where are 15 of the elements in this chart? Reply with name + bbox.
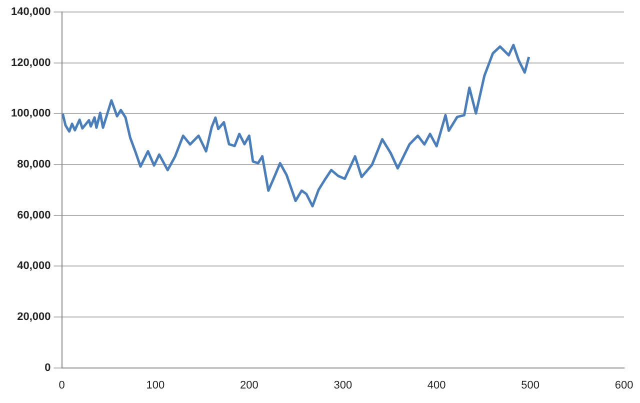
x-tick-label: 0: [58, 379, 65, 392]
x-tick-label: 500: [521, 379, 540, 392]
y-tick-label: 60,000: [17, 209, 51, 222]
x-tick-label: 400: [427, 379, 446, 392]
x-tick-label: 300: [334, 379, 352, 392]
x-tick-label: 100: [146, 379, 165, 392]
y-tick-label: 0: [44, 362, 51, 374]
x-tick-label: 200: [240, 379, 258, 392]
y-tick-label: 80,000: [17, 158, 51, 171]
y-tick-label: 40,000: [17, 260, 51, 272]
x-tick-label: 600: [614, 379, 634, 392]
y-tick-label: 20,000: [17, 311, 51, 324]
y-tick-label: 100,000: [10, 108, 51, 120]
y-tick-label: 140,000: [10, 6, 51, 18]
y-tick-label: 120,000: [10, 56, 51, 69]
